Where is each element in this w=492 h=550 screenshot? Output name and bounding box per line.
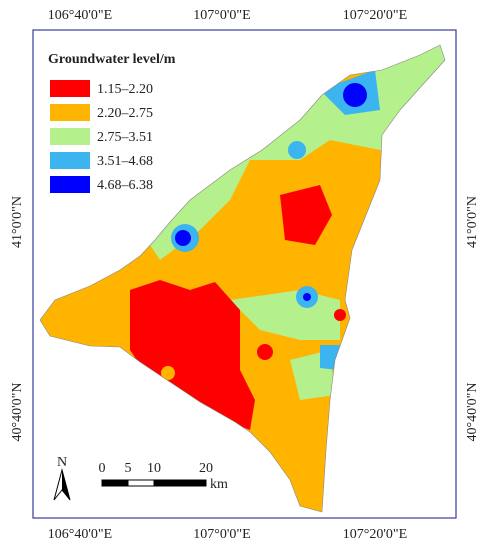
map-area	[40, 45, 445, 512]
legend-label: 3.51–4.68	[97, 154, 153, 169]
map-frame	[32, 29, 457, 519]
legend-swatch	[50, 152, 90, 169]
legend-title: Groundwater level/m	[48, 52, 176, 67]
top-coordinate: 106°40'0"E	[48, 8, 112, 23]
north-arrow-fill	[62, 470, 70, 500]
bottom-coordinate: 106°40'0"E	[48, 527, 112, 542]
scale-label: 0	[99, 461, 106, 476]
region-outline	[39, 44, 446, 513]
scale-bar	[153, 479, 207, 487]
scale-unit: km	[210, 477, 228, 492]
legend-swatch	[50, 176, 90, 193]
scale-label: 5	[125, 461, 132, 476]
legend-label: 4.68–6.38	[97, 178, 153, 193]
legend-swatch	[50, 80, 90, 97]
legend-label: 2.20–2.75	[97, 106, 153, 121]
scale-label: 10	[147, 461, 161, 476]
bottom-coordinate: 107°0'0"E	[193, 527, 250, 542]
legend-swatch	[50, 128, 90, 145]
legend-label: 2.75–3.51	[97, 130, 153, 145]
right-coordinate: 40°40'0"N	[465, 383, 480, 442]
right-coordinate: 41°0'0"N	[465, 196, 480, 248]
scale-bar	[127, 479, 155, 487]
legend-label: 1.15–2.20	[97, 82, 153, 97]
left-coordinate: 40°40'0"N	[10, 383, 25, 442]
left-coordinate: 41°0'0"N	[10, 196, 25, 248]
top-coordinate: 107°20'0"E	[343, 8, 407, 23]
scale-label: 20	[199, 461, 213, 476]
top-coordinate: 107°0'0"E	[193, 8, 250, 23]
legend-swatch	[50, 104, 90, 121]
bottom-coordinate: 107°20'0"E	[343, 527, 407, 542]
scale-bar	[101, 479, 129, 487]
north-label: N	[57, 455, 67, 470]
